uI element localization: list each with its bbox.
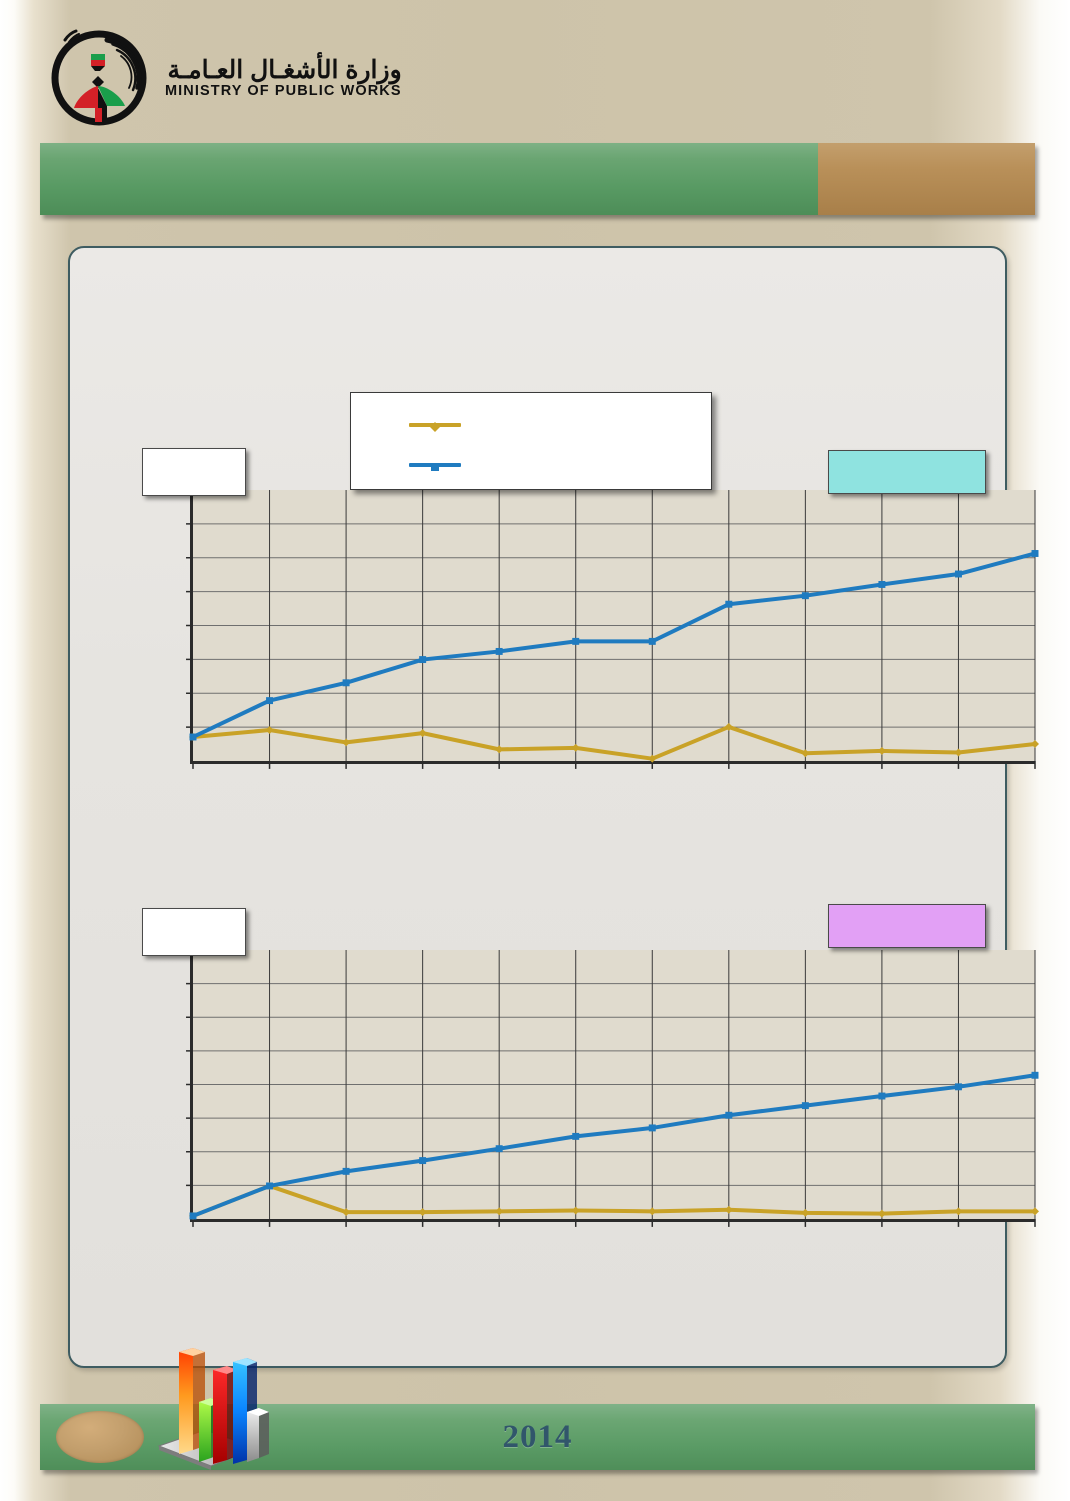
ministry-emblem-icon xyxy=(47,26,151,130)
chart-2-right-title-box[interactable] xyxy=(828,904,986,948)
ministry-title-english: MINISTRY OF PUBLIC WORKS xyxy=(165,83,402,100)
chart-1-svg xyxy=(193,490,1039,761)
content-panel xyxy=(68,246,1039,1368)
ministry-logo-text: وزارة الأشغـال العـامـة MINISTRY OF PUBL… xyxy=(165,57,402,99)
3d-bar-chart-icon xyxy=(155,1340,290,1470)
chart-2-plot-area xyxy=(190,950,1039,1222)
chart-1 xyxy=(128,392,1039,818)
chart-1-plot-area xyxy=(190,490,1039,764)
top-banner-green-section xyxy=(40,143,818,215)
footer-oval-decoration xyxy=(56,1411,144,1463)
page-header: وزارة الأشغـال العـامـة MINISTRY OF PUBL… xyxy=(0,0,1070,135)
chart-1-legend xyxy=(350,392,712,490)
ministry-logo: وزارة الأشغـال العـامـة MINISTRY OF PUBL… xyxy=(47,26,402,130)
top-banner xyxy=(40,143,1035,215)
ministry-title-arabic: وزارة الأشغـال العـامـة xyxy=(167,55,402,84)
legend-item-blue xyxy=(409,445,711,485)
chart-2-left-title-box[interactable] xyxy=(142,908,246,956)
blue-line-marker-icon xyxy=(409,458,461,472)
legend-item-gold xyxy=(409,405,711,445)
chart-2 xyxy=(128,888,1039,1288)
footer-year-label: 2014 xyxy=(502,1418,573,1455)
chart-1-right-title-box[interactable] xyxy=(828,450,986,494)
top-banner-tan-section xyxy=(818,143,1035,215)
chart-1-left-title-box[interactable] xyxy=(142,448,246,496)
gold-line-marker-icon xyxy=(409,418,461,432)
chart-2-svg xyxy=(193,950,1039,1219)
